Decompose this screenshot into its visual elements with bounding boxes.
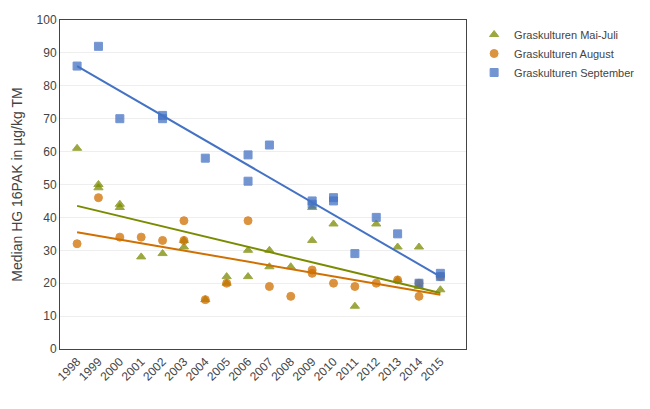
svg-text:2000: 2000 [97, 355, 126, 384]
svg-text:40: 40 [43, 211, 57, 225]
svg-text:0: 0 [50, 342, 57, 356]
svg-text:2011: 2011 [333, 355, 361, 383]
svg-text:Graskulturen August: Graskulturen August [514, 48, 614, 60]
svg-text:2014: 2014 [397, 355, 426, 384]
svg-text:2006: 2006 [226, 355, 255, 384]
svg-text:2002: 2002 [140, 355, 169, 384]
svg-text:Graskulturen Mai-Juli: Graskulturen Mai-Juli [514, 29, 618, 41]
svg-text:2012: 2012 [354, 355, 383, 384]
svg-text:2010: 2010 [311, 355, 340, 384]
svg-text:2007: 2007 [247, 355, 276, 384]
svg-text:60: 60 [43, 145, 57, 159]
svg-text:50: 50 [43, 178, 57, 192]
svg-text:Median HG 16PAK in µg/kg TM: Median HG 16PAK in µg/kg TM [9, 87, 25, 281]
svg-text:80: 80 [43, 79, 57, 93]
svg-text:2008: 2008 [268, 355, 297, 384]
svg-text:2013: 2013 [375, 355, 404, 384]
svg-text:30: 30 [43, 244, 57, 258]
svg-text:20: 20 [43, 276, 57, 290]
svg-text:100: 100 [37, 13, 57, 27]
svg-text:2009: 2009 [290, 355, 319, 384]
svg-text:1999: 1999 [76, 355, 105, 384]
svg-text:2005: 2005 [204, 355, 233, 384]
svg-text:2001: 2001 [119, 355, 148, 384]
svg-text:10: 10 [43, 309, 57, 323]
svg-text:70: 70 [43, 112, 57, 126]
svg-text:2015: 2015 [418, 355, 447, 384]
svg-text:90: 90 [43, 46, 57, 60]
svg-text:Graskulturen September: Graskulturen September [514, 67, 634, 79]
svg-text:2004: 2004 [183, 355, 212, 384]
svg-text:2003: 2003 [162, 355, 191, 384]
svg-text:1998: 1998 [55, 355, 84, 384]
